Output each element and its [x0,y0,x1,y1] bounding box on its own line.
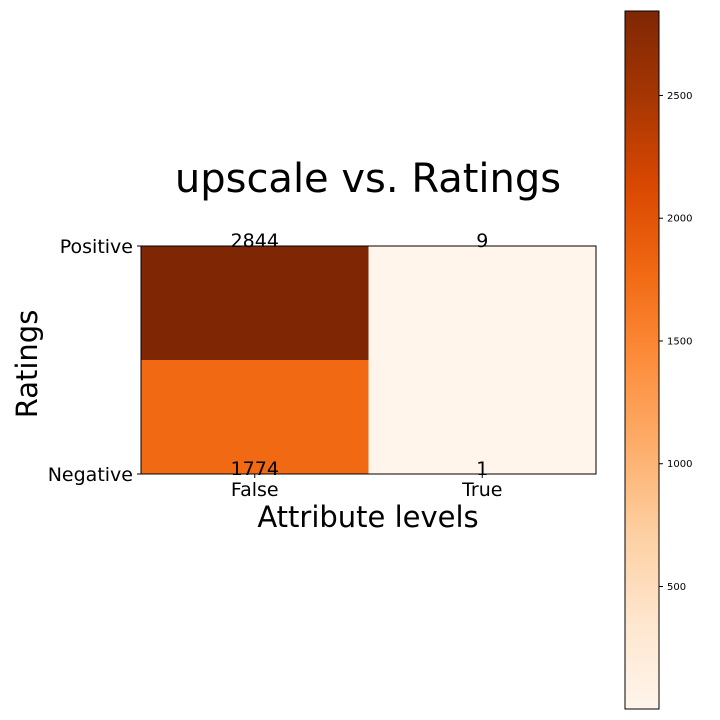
cell-value-label: 1 [476,458,488,480]
y-axis-label: Ratings [10,310,44,419]
colorbar-tick-label: 1500 [667,336,692,347]
chart-title: upscale vs. Ratings [175,156,561,202]
colorbar-tick-label: 500 [667,582,686,593]
axis-ticks: False True Positive Negative [48,236,503,501]
x-tick-label: False [231,479,279,501]
heatmap-cell [368,360,596,474]
cell-value-label: 1774 [231,458,279,480]
cell-value-labels: 2844 9 1774 1 [231,230,489,480]
y-tick-label: Positive [60,236,133,258]
x-axis-label: Attribute levels [257,500,478,534]
x-tick-label: True [461,479,502,501]
y-tick-label: Negative [48,464,133,486]
heatmap-cell [141,246,369,360]
cell-value-label: 9 [476,230,488,252]
plot-frame [140,245,597,475]
colorbar [624,10,660,710]
colorbar-tick-label: 2000 [667,214,692,225]
colorbar-tick-label: 2500 [667,91,692,102]
cell-value-label: 2844 [231,230,279,252]
heatmap-cell [368,246,596,360]
colorbar-ticks: 500 1000 1500 2000 2500 [659,91,692,593]
heatmap-cell [141,360,369,474]
colorbar-tick-label: 1000 [667,459,692,470]
heatmap-cells [141,246,596,474]
